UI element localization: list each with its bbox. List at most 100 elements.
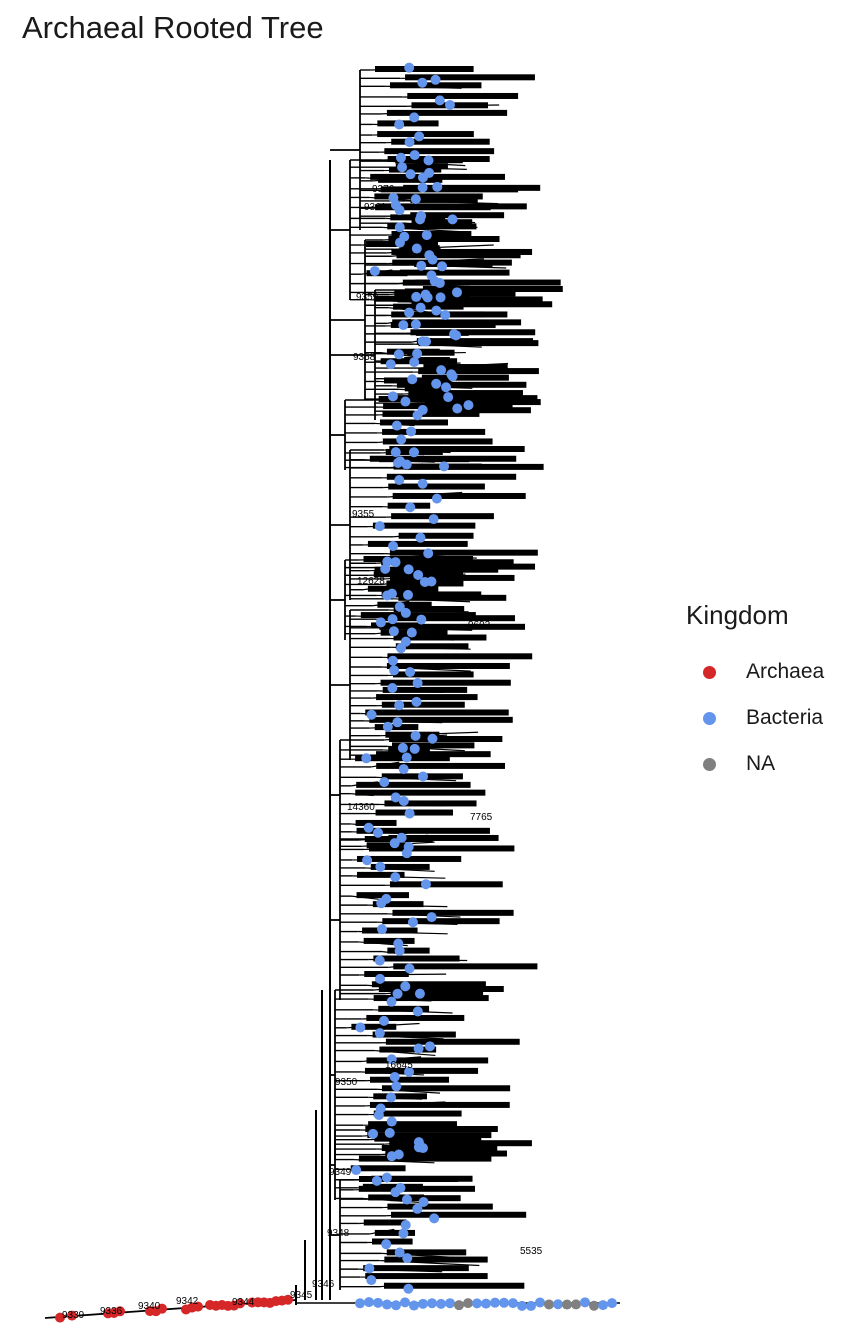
- tree-tip-7: [414, 131, 425, 142]
- tip-label-block-207: [363, 556, 473, 562]
- tip-label-block-195: [381, 559, 514, 566]
- tip-label-block-411: [365, 1273, 488, 1280]
- tip-label-block-13: [389, 82, 482, 89]
- node-label-12: 16645: [385, 1060, 413, 1071]
- node-label-16: 9339: [62, 1310, 85, 1321]
- tip-label-block-259: [392, 742, 475, 749]
- tip-label-block-311: [382, 918, 500, 925]
- tree-tip-194: [382, 1299, 392, 1310]
- tip-label-block-61: [387, 223, 477, 230]
- tip-label-block-197: [374, 566, 499, 573]
- tree-tip-215: [571, 1299, 581, 1310]
- tree-tip-97: [382, 590, 393, 601]
- tip-label-block-15: [407, 92, 519, 99]
- tip-label-block-127: [392, 319, 522, 326]
- tip-label-block-275: [356, 781, 471, 788]
- tree-tip-201: [445, 1298, 455, 1309]
- node-label-0: 9376: [372, 184, 395, 195]
- tip-label-block-249: [381, 701, 465, 708]
- tip-label-block-229: [381, 615, 515, 622]
- tree-tip-82: [405, 502, 416, 513]
- tree-tip-115: [392, 717, 403, 728]
- tree-tip-154: [378, 1015, 389, 1026]
- tree-tip-236: [235, 1298, 245, 1309]
- tree-tip-20: [405, 169, 416, 180]
- tree-tip-54: [431, 305, 442, 316]
- tree-tip-188: [364, 1263, 375, 1274]
- tip-label-block-405: [386, 1249, 467, 1256]
- tip-label-block-209: [397, 563, 536, 570]
- tip-label-block-55: [374, 193, 483, 200]
- tip-label-block-309: [392, 909, 514, 916]
- tree-tip-81: [431, 493, 442, 504]
- tip-label-block-245: [382, 686, 468, 693]
- tree-tip-5: [409, 112, 420, 123]
- tip-label-block-9: [375, 66, 474, 72]
- tip-label-block-119: [422, 286, 563, 292]
- tree-tip-173: [386, 1151, 397, 1162]
- tree-tip-195: [391, 1300, 401, 1311]
- tip-label-block-137: [423, 364, 508, 371]
- tree-tip-189: [366, 1275, 377, 1286]
- tip-label-block-373: [374, 1135, 482, 1142]
- tree-tip-38: [426, 270, 437, 281]
- tree-tip-149: [400, 981, 411, 992]
- node-label-4: 9355: [352, 509, 375, 520]
- tip-label-block-395: [387, 1203, 493, 1210]
- bacteria-dot-icon: [703, 711, 716, 725]
- tree-tip-178: [381, 1172, 392, 1183]
- tip-label-block-253: [369, 716, 513, 723]
- tip-label-block-131: [418, 340, 539, 347]
- tip-label-block-391: [358, 1185, 476, 1192]
- tip-label-block-305: [356, 892, 409, 899]
- tree-tip-148: [375, 973, 386, 984]
- tip-label-block-235: [395, 643, 469, 650]
- tree-tip-129: [363, 822, 374, 833]
- tip-label-block-67: [391, 248, 533, 255]
- legend-label-archaea: Archaea: [746, 660, 825, 683]
- tree-tip-6: [394, 119, 405, 130]
- tip-label-block-129: [410, 329, 536, 336]
- tip-label-block-347: [366, 1057, 489, 1064]
- tree-tip-70: [391, 420, 402, 431]
- tip-label-block-95: [411, 301, 553, 308]
- tip-label-block-363: [367, 1132, 492, 1139]
- tree-tip-137: [390, 872, 401, 883]
- tree-tip-209: [517, 1300, 527, 1311]
- tree-tip-136: [375, 861, 386, 872]
- tree-tip-208: [508, 1298, 518, 1309]
- tip-label-block-161: [382, 438, 493, 445]
- tree-tip-29: [416, 260, 427, 271]
- tip-label-block-399: [363, 1219, 407, 1226]
- tree-tip-89: [380, 563, 391, 574]
- tree-tip-161: [389, 1071, 400, 1082]
- tree-tip-51: [400, 396, 411, 407]
- tree-tip-93: [390, 557, 401, 568]
- tip-label-block-323: [364, 970, 409, 977]
- tip-label-block-31: [389, 166, 442, 173]
- tree-tip-57: [449, 329, 460, 340]
- tree-tip-182: [429, 1213, 440, 1224]
- tip-label-block-361: [368, 1121, 457, 1128]
- tree-tip-191: [355, 1298, 365, 1309]
- tree-tip-122: [361, 753, 372, 764]
- tree-tip-4: [444, 99, 455, 110]
- tree-tip-64: [443, 392, 454, 403]
- tip-label-block-327: [390, 989, 484, 996]
- tree-tip-145: [394, 945, 405, 956]
- tip-label-block-351: [369, 1076, 450, 1083]
- tip-label-block-181: [392, 492, 526, 499]
- tree-tip-120: [427, 733, 438, 744]
- tree-tip-205: [481, 1298, 491, 1309]
- tree-tip-206: [490, 1297, 500, 1308]
- tip-label-block-111: [384, 377, 452, 384]
- tip-label-block-23: [377, 131, 474, 138]
- tip-label-block-187: [372, 522, 476, 529]
- tip-label-block-21: [377, 120, 439, 127]
- tip-label-block-375: [381, 1145, 498, 1152]
- tree-tip-140: [376, 898, 387, 909]
- tip-label-block-175: [404, 463, 544, 470]
- tree-tip-160: [404, 1066, 415, 1077]
- tree-tip-213: [553, 1299, 563, 1310]
